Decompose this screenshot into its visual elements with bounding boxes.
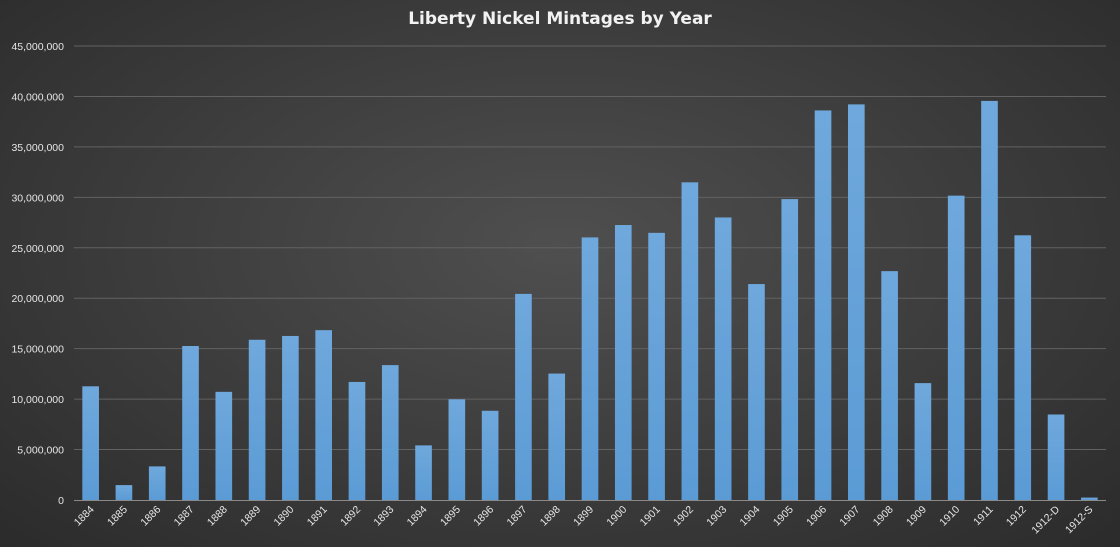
bar-1911: [981, 100, 998, 500]
x-tick-label: 1912: [1004, 504, 1029, 529]
x-tick-label: 1900: [604, 504, 629, 529]
bar-1886: [148, 466, 166, 500]
y-tick-label: 20,000,000: [11, 293, 64, 305]
bar-1899: [581, 237, 599, 500]
bar-1900: [614, 225, 632, 501]
x-tick-label: 1909: [904, 504, 929, 529]
x-tick-label: 1889: [238, 504, 263, 529]
x-tick-label: 1912-D: [1029, 503, 1062, 536]
bar-1908: [881, 271, 898, 500]
bar-1894: [415, 445, 432, 500]
x-tick-label: 1903: [704, 504, 729, 529]
x-tick-label: 1907: [837, 504, 862, 529]
x-tick-label: 1890: [272, 504, 297, 529]
bar-1885: [115, 485, 133, 500]
x-tick-label: 1897: [505, 504, 530, 529]
y-tick-label: 35,000,000: [11, 142, 64, 154]
bar-1904: [748, 284, 765, 500]
x-tick-label: 1902: [671, 504, 696, 529]
x-tick-label: 1899: [571, 504, 596, 529]
x-tick-label: 1886: [138, 504, 163, 529]
y-tick-label: 5,000,000: [17, 445, 64, 457]
bar-1910: [947, 195, 965, 500]
bar-1912-D: [1047, 414, 1065, 500]
x-tick-label: 1887: [172, 504, 197, 529]
bar-1902: [681, 182, 699, 500]
bar-1912-S: [1081, 497, 1098, 500]
bar-1884: [82, 386, 99, 500]
y-tick-label: 10,000,000: [11, 394, 64, 406]
bar-1887: [182, 346, 199, 500]
x-tick-label: 1892: [338, 504, 363, 529]
bar-1890: [282, 335, 299, 500]
y-tick-label: 25,000,000: [11, 243, 64, 255]
bar-1893: [381, 365, 399, 500]
bar-1907: [848, 104, 865, 501]
bar-1895: [448, 399, 466, 500]
bar-1898: [548, 373, 566, 500]
bar-1901: [648, 232, 665, 501]
x-tick-label: 1884: [72, 504, 97, 529]
bar-1892: [348, 381, 366, 500]
x-tick-label: 1895: [438, 504, 463, 529]
x-tick-label: 1911: [971, 504, 996, 529]
bar-1888: [215, 391, 233, 500]
y-tick-label: 40,000,000: [11, 91, 64, 103]
bar-1909: [914, 383, 932, 500]
bar-1897: [515, 293, 532, 500]
bar-1905: [781, 199, 799, 500]
y-tick-label: 0: [58, 495, 64, 507]
bar-1906: [814, 110, 832, 500]
x-tick-label: 1898: [538, 504, 563, 529]
bar-1891: [315, 330, 332, 500]
x-tick-label: 1893: [371, 504, 396, 529]
chart-title: Liberty Nickel Mintages by Year: [408, 9, 712, 29]
x-tick-label: 1888: [205, 504, 230, 529]
x-tick-label: 1894: [405, 504, 430, 529]
x-tick-label: 1905: [771, 504, 796, 529]
x-tick-label: 1885: [105, 504, 130, 529]
bar-1896: [481, 410, 499, 500]
y-axis-tick-labels: 0 5,000,000 10,000,000 15,000,000 20,000,000…: [11, 41, 64, 507]
bar-1889: [248, 339, 266, 500]
x-tick-label: 1906: [804, 504, 829, 529]
x-tick-label: 1891: [305, 504, 330, 529]
bars: [82, 100, 1098, 501]
x-tick-label: 1896: [471, 504, 496, 529]
y-tick-label: 30,000,000: [11, 192, 64, 204]
x-tick-label: 1904: [738, 504, 763, 529]
y-tick-label: 45,000,000: [11, 41, 64, 53]
bar-1903: [714, 217, 732, 501]
y-tick-label: 15,000,000: [11, 344, 64, 356]
x-tick-label: 1901: [638, 504, 663, 529]
x-tick-label: 1910: [937, 504, 962, 529]
x-tick-label: 1912-S: [1063, 504, 1095, 536]
x-axis-tick-labels: 1884 1885 1886 1887 1888 1889 1890 1891 1892 1893…: [72, 503, 1096, 536]
x-tick-label: 1908: [871, 504, 896, 529]
bar-1912: [1014, 235, 1032, 500]
